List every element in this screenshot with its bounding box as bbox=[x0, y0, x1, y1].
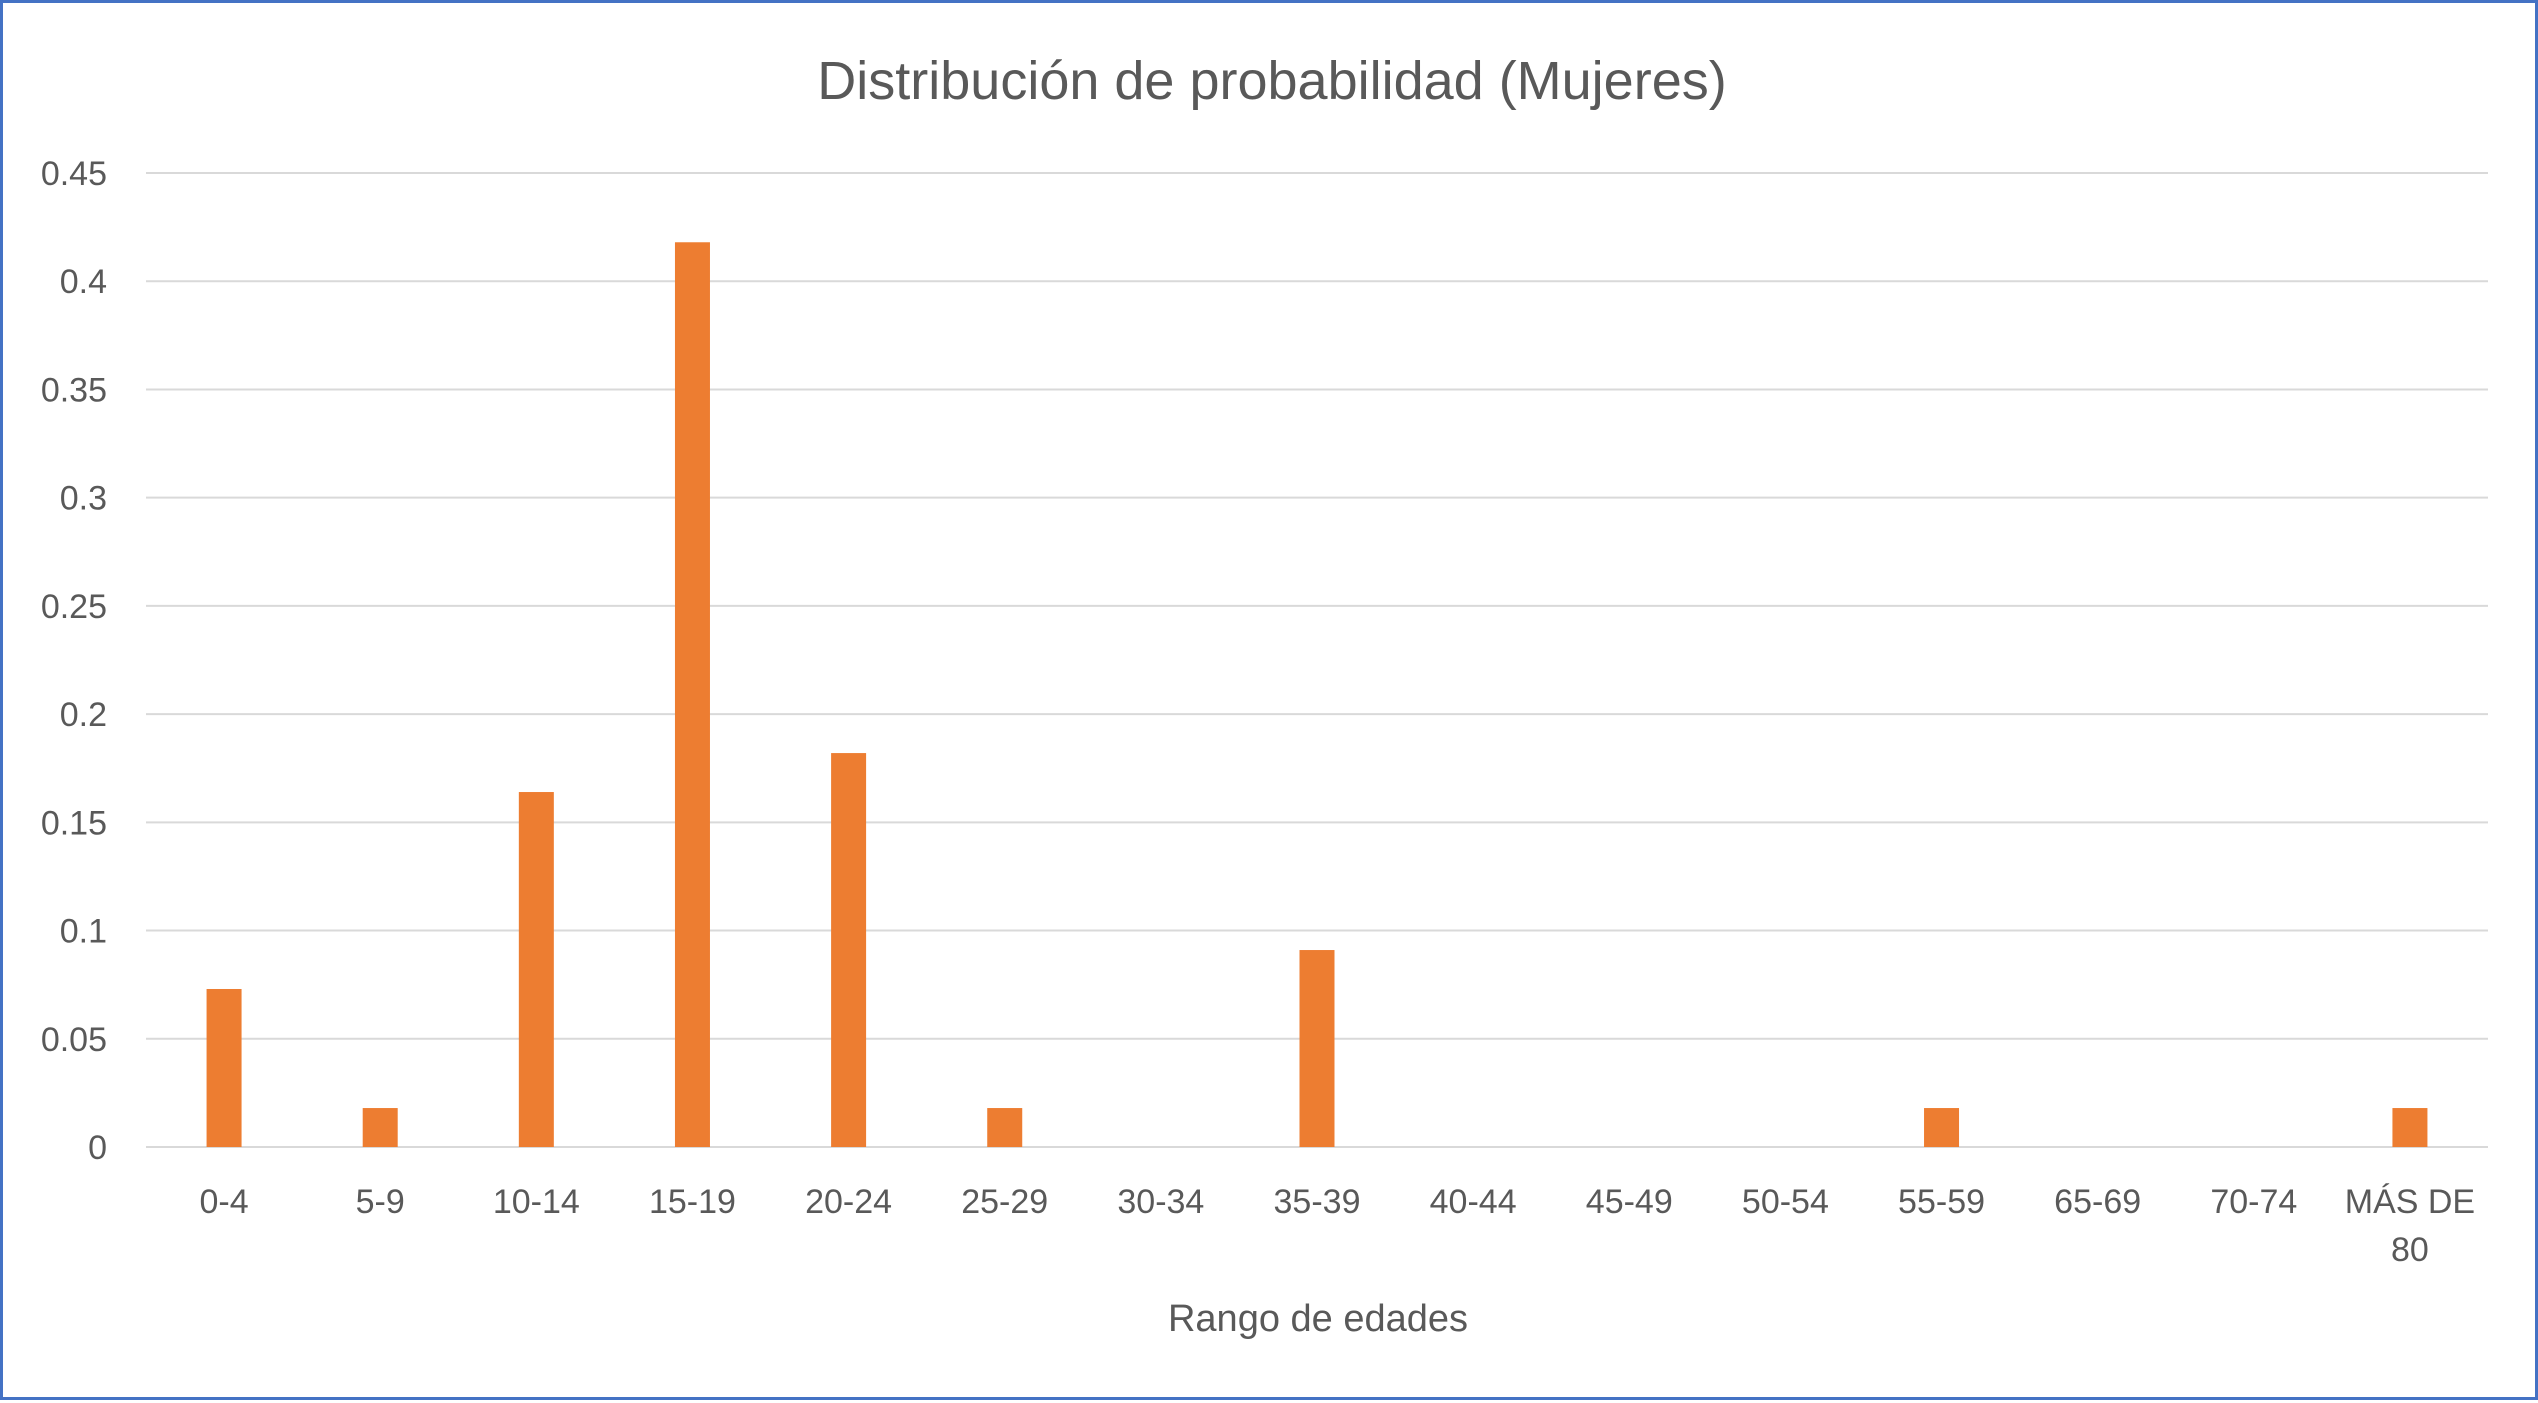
x-tick-label: 70-74 bbox=[2210, 1183, 2297, 1221]
x-tick-label: 30-34 bbox=[1117, 1183, 1204, 1221]
bar-chart: Distribución de probabilidad (Mujeres) 0… bbox=[41, 51, 2488, 1340]
x-tick-label: 50-54 bbox=[1742, 1183, 1829, 1221]
bar-0-4 bbox=[206, 988, 242, 1147]
chart-title: Distribución de probabilidad (Mujeres) bbox=[817, 51, 1726, 111]
y-axis-ticks: 0 0.05 0.1 0.15 0.2 0.25 0.3 0.35 0.4 0.45 bbox=[41, 155, 107, 1167]
x-tick-label: 45-49 bbox=[1586, 1183, 1673, 1221]
y-tick-label: 0.3 bbox=[60, 480, 107, 518]
y-tick-label: 0.15 bbox=[41, 804, 107, 842]
x-axis-label: Rango de edades bbox=[1168, 1298, 1468, 1340]
y-tick-label: 0 bbox=[88, 1129, 107, 1167]
y-tick-label: 0.2 bbox=[60, 696, 107, 734]
x-tick-label: 35-39 bbox=[1274, 1183, 1361, 1221]
bar-35-39 bbox=[1299, 950, 1335, 1147]
x-tick-label: 55-59 bbox=[1898, 1183, 1985, 1221]
x-tick-label: 25-29 bbox=[961, 1183, 1048, 1221]
x-tick-label: MÁS DE 80 bbox=[2345, 1183, 2475, 1269]
bar-15-19 bbox=[674, 242, 710, 1148]
bar-20-24 bbox=[831, 753, 867, 1147]
x-tick-label: 20-24 bbox=[805, 1183, 892, 1221]
x-tick-label: 0-4 bbox=[199, 1183, 248, 1221]
bars bbox=[206, 242, 2428, 1148]
y-tick-label: 0.25 bbox=[41, 588, 107, 626]
y-tick-label: 0.1 bbox=[60, 913, 107, 951]
y-tick-label: 0.05 bbox=[41, 1021, 107, 1059]
x-tick-label: 65-69 bbox=[2054, 1183, 2141, 1221]
x-tick-label: 5-9 bbox=[356, 1183, 405, 1221]
bar-10-14 bbox=[518, 792, 554, 1147]
x-tick-label: 40-44 bbox=[1430, 1183, 1517, 1221]
bar-m-s-de-80 bbox=[2392, 1108, 2428, 1147]
y-tick-label: 0.45 bbox=[41, 155, 107, 193]
y-tick-label: 0.4 bbox=[60, 263, 107, 301]
bar-55-59 bbox=[1924, 1108, 1960, 1147]
x-axis-ticks: 0-4 5-9 10-14 15-19 20-24 25-29 30-34 35-39 40-4… bbox=[199, 1183, 2475, 1269]
x-tick-label: 15-19 bbox=[649, 1183, 736, 1221]
x-tick-label: 10-14 bbox=[493, 1183, 580, 1221]
y-tick-label: 0.35 bbox=[41, 371, 107, 409]
bar-5-9 bbox=[362, 1108, 398, 1147]
bar-25-29 bbox=[987, 1108, 1023, 1147]
